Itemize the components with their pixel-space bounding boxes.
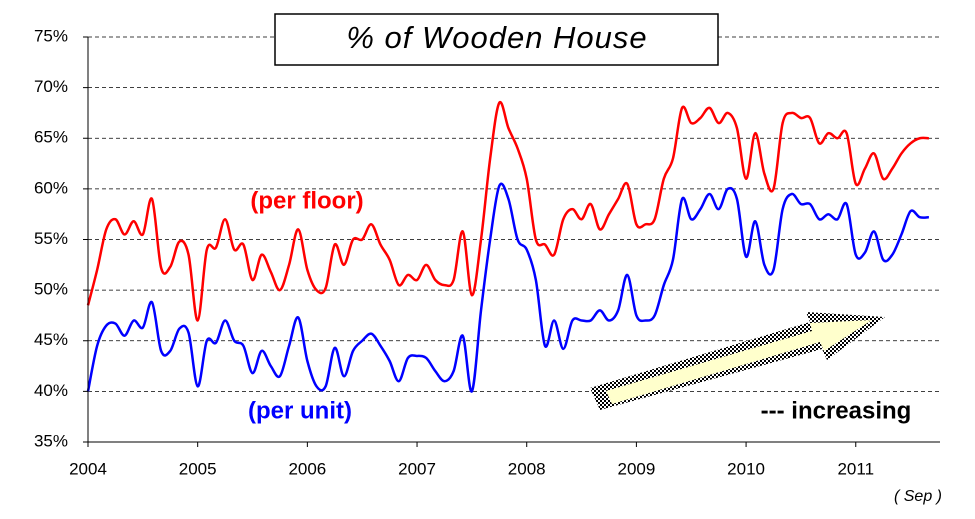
arrow [590,312,885,410]
title-box [274,13,719,66]
y-tick-label: 50% [34,280,68,299]
x-tick-label: 2011 [837,459,874,478]
x-tick-label: 2004 [69,459,107,478]
x-tick-label: 2006 [288,459,326,478]
x-tick-label: 2009 [617,459,655,478]
series-line [86,100,929,322]
lines [86,100,929,393]
x-tick-label: 2008 [508,459,546,478]
chart-title: % of Wooden House [346,20,647,55]
annotation: --- increasing [761,397,912,424]
y-tick-label: 35% [34,431,68,450]
annotation: (per floor) [250,187,363,214]
series-line [86,182,929,393]
y-tick-label: 45% [34,330,68,349]
x-tick-label: 2007 [398,459,436,478]
y-tick-label: 55% [34,229,68,248]
y-tick-label: 75% [34,26,68,45]
y-tick-label: 65% [34,128,68,147]
y-tick-label: 40% [34,381,68,400]
x-tick-label: 2005 [179,459,217,478]
y-tick-label: 60% [34,178,68,197]
x-tick-label: 2010 [727,459,765,478]
annotation: ( Sep ) [894,488,942,505]
annotation: (per unit) [248,397,352,424]
y-tick-label: 70% [34,77,68,96]
